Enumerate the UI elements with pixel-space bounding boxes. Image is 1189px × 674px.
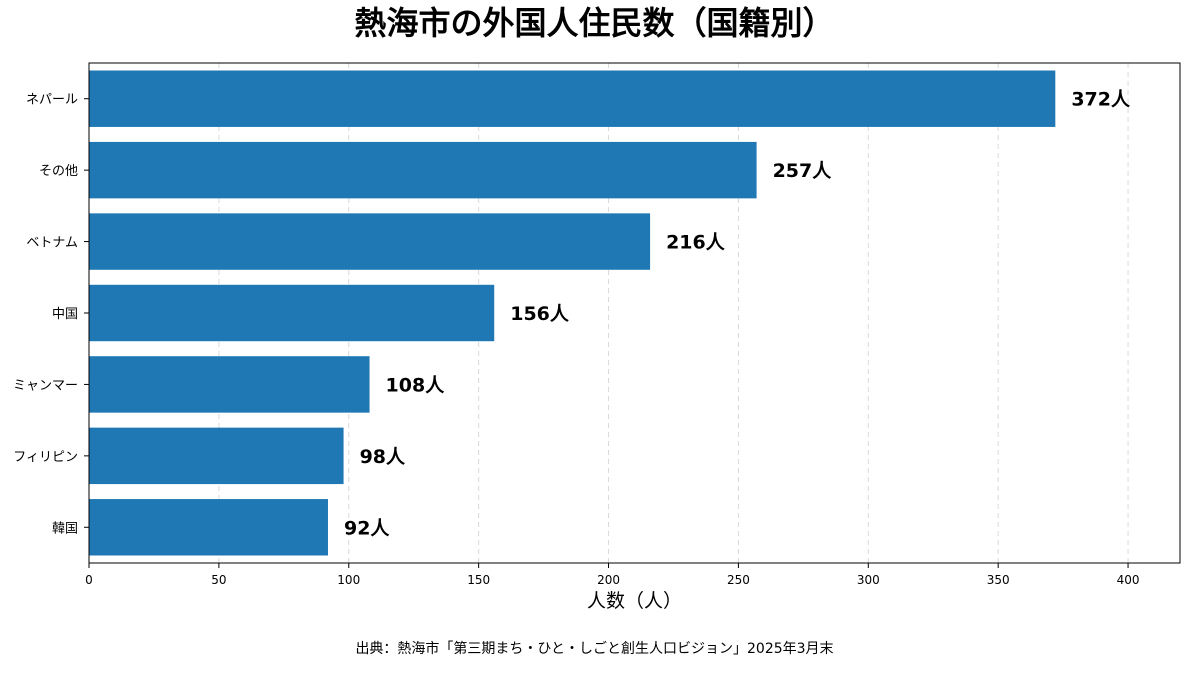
- chart-title: 熱海市の外国人住民数（国籍別）: [354, 4, 835, 42]
- x-tick-label: 0: [85, 573, 93, 587]
- bar: [89, 284, 495, 342]
- bar: [89, 213, 651, 270]
- source-note: 出典：熱海市「第三期まち・ひと・しごと創生人口ビジョン」2025年3月末: [355, 641, 834, 657]
- y-tick-label: フィリピン: [13, 450, 78, 465]
- y-tick-label: 韓国: [52, 521, 78, 536]
- data-label: 98人: [360, 446, 406, 468]
- data-label: 257人: [773, 160, 833, 182]
- data-label: 372人: [1071, 89, 1131, 111]
- y-tick-label: その他: [39, 164, 78, 179]
- x-axis-label: 人数（人）: [586, 590, 682, 612]
- data-label: 92人: [344, 517, 390, 539]
- bar: [89, 141, 757, 199]
- y-tick-label: ネパール: [26, 93, 78, 108]
- data-label: 108人: [386, 374, 446, 396]
- data-label: 216人: [666, 232, 726, 254]
- x-tick-label: 100: [337, 573, 360, 587]
- bar: [89, 70, 1056, 127]
- plot-frame: [88, 62, 1181, 564]
- bar: [89, 427, 344, 485]
- y-tick-label: 中国: [52, 307, 78, 322]
- x-tick-label: 250: [727, 573, 750, 587]
- x-tick-label: 50: [211, 573, 226, 587]
- data-label: 156人: [510, 303, 570, 325]
- x-tick-label: 400: [1117, 573, 1140, 587]
- x-tick-label: 300: [857, 573, 880, 587]
- x-tick-label: 150: [467, 573, 490, 587]
- bar: [89, 356, 370, 413]
- bar: [89, 499, 328, 556]
- y-tick-label: ミャンマー: [13, 378, 78, 393]
- y-tick-label: ベトナム: [26, 236, 78, 251]
- x-tick-label: 350: [987, 573, 1010, 587]
- x-tick-label: 200: [597, 573, 620, 587]
